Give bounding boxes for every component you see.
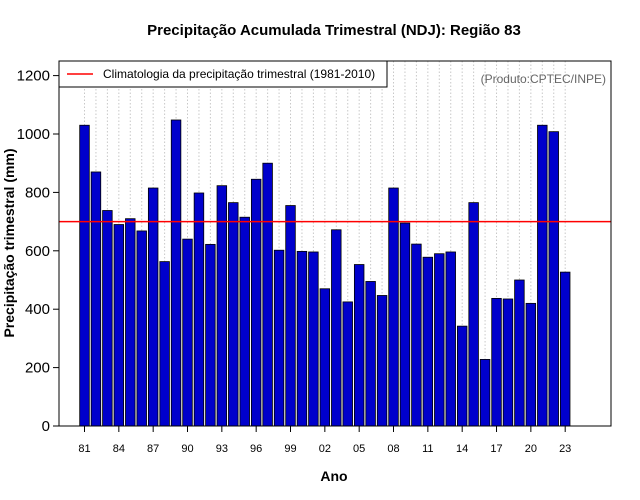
- x-tick-label: 20: [525, 443, 537, 455]
- bar-2003: [331, 229, 342, 427]
- legend-label: Climatologia da precipitação trimestral …: [103, 67, 375, 81]
- y-axis-title: Precipitação trimestral (mm): [1, 148, 17, 337]
- bar-2006: [365, 281, 376, 427]
- x-tick-label: 93: [216, 443, 228, 455]
- bar-2000: [296, 250, 308, 427]
- bar-2019: [514, 279, 525, 427]
- bar-2009: [399, 222, 411, 427]
- y-tick-label: 800: [25, 184, 50, 201]
- x-axis-title: Ano: [320, 468, 347, 484]
- bar-2012: [434, 253, 445, 427]
- bar-2020: [525, 302, 537, 427]
- bar-1986: [136, 230, 147, 427]
- y-tick-label: 400: [25, 301, 50, 318]
- x-tick-label: 17: [490, 443, 502, 455]
- bar-2023: [559, 271, 571, 427]
- bar-1996: [250, 178, 262, 427]
- bar-1992: [205, 243, 216, 427]
- x-axis: 81 84 87 90 93 96 99 02 05 08 11 14 17 20 23: [78, 426, 571, 455]
- x-tick-label: 84: [113, 443, 125, 455]
- bar-1990: [182, 238, 193, 427]
- bar-1991: [193, 192, 205, 427]
- x-tick-label: 02: [319, 443, 331, 455]
- bar-2016: [479, 359, 491, 427]
- bar-1989: [170, 119, 182, 427]
- bar-1999: [285, 205, 296, 427]
- legend: Climatologia da precipitação trimestral …: [58, 60, 388, 88]
- x-tick-label: 23: [559, 443, 571, 455]
- bars: [79, 119, 571, 427]
- bar-2022: [548, 131, 559, 427]
- bar-2013: [445, 251, 456, 427]
- bar-1998: [273, 249, 285, 427]
- bar-2021: [537, 124, 548, 427]
- y-tick-label: 200: [25, 360, 50, 377]
- bar-2017: [491, 297, 502, 427]
- x-tick-label: 81: [78, 443, 90, 455]
- x-tick-label: 87: [147, 443, 159, 455]
- x-tick-label: 99: [284, 443, 296, 455]
- y-tick-label: 600: [25, 243, 50, 260]
- x-tick-label: 11: [422, 443, 433, 455]
- bar-1985: [125, 218, 136, 427]
- y-tick-label: 1000: [17, 126, 50, 143]
- bar-2014: [456, 325, 468, 427]
- bar-1995: [239, 216, 250, 427]
- bar-1988: [159, 261, 170, 427]
- y-axis: 0 200 400 600 800 1000 1200: [17, 68, 59, 435]
- bar-1984: [113, 224, 125, 427]
- bar-2001: [308, 251, 319, 427]
- x-tick-label: 14: [456, 443, 468, 455]
- legend-box: [58, 60, 388, 88]
- x-tick-label: 05: [353, 443, 365, 455]
- bar-2011: [422, 256, 434, 427]
- bar-2005: [353, 264, 365, 427]
- chart-title: Precipitação Acumulada Trimestral (NDJ):…: [147, 22, 521, 39]
- bar-1987: [147, 187, 159, 427]
- x-tick-label: 90: [181, 443, 193, 455]
- bar-2004: [342, 301, 353, 427]
- bar-2002: [319, 288, 331, 427]
- bar-1997: [262, 162, 273, 427]
- watermark: (Produto:CPTEC/INPE): [481, 72, 606, 86]
- bar-2007: [376, 295, 388, 427]
- x-tick-label: 08: [387, 443, 399, 455]
- bar-1994: [228, 202, 239, 427]
- bar-1982: [90, 171, 102, 427]
- bar-2008: [388, 187, 399, 427]
- bar-2015: [468, 202, 479, 427]
- bar-2018: [502, 298, 514, 427]
- bar-1983: [102, 210, 113, 427]
- y-tick-label: 1200: [17, 68, 50, 85]
- x-tick-label: 96: [250, 443, 262, 455]
- bar-2010: [411, 243, 422, 427]
- bar-1981: [79, 124, 90, 427]
- y-tick-label: 0: [42, 418, 50, 435]
